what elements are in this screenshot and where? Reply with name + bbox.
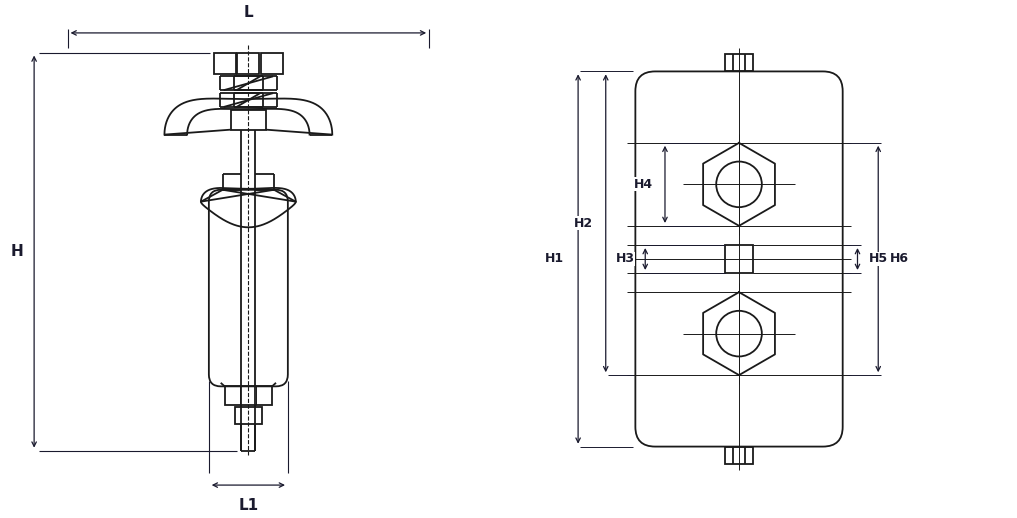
Text: L: L — [243, 5, 253, 20]
Text: H4: H4 — [634, 178, 653, 191]
Text: H2: H2 — [574, 217, 593, 230]
Text: H1: H1 — [545, 252, 564, 266]
Text: H: H — [11, 244, 23, 259]
Bar — [235, 407, 262, 424]
Bar — [214, 53, 236, 75]
Bar — [261, 53, 283, 75]
Text: L1: L1 — [238, 498, 258, 513]
Text: H6: H6 — [890, 252, 909, 266]
Bar — [231, 110, 266, 130]
Text: H5: H5 — [870, 252, 889, 266]
Text: H3: H3 — [615, 252, 635, 266]
Bar — [725, 54, 753, 71]
Bar — [725, 447, 753, 464]
Bar — [225, 386, 273, 405]
Bar — [725, 245, 753, 273]
Bar — [238, 53, 259, 75]
